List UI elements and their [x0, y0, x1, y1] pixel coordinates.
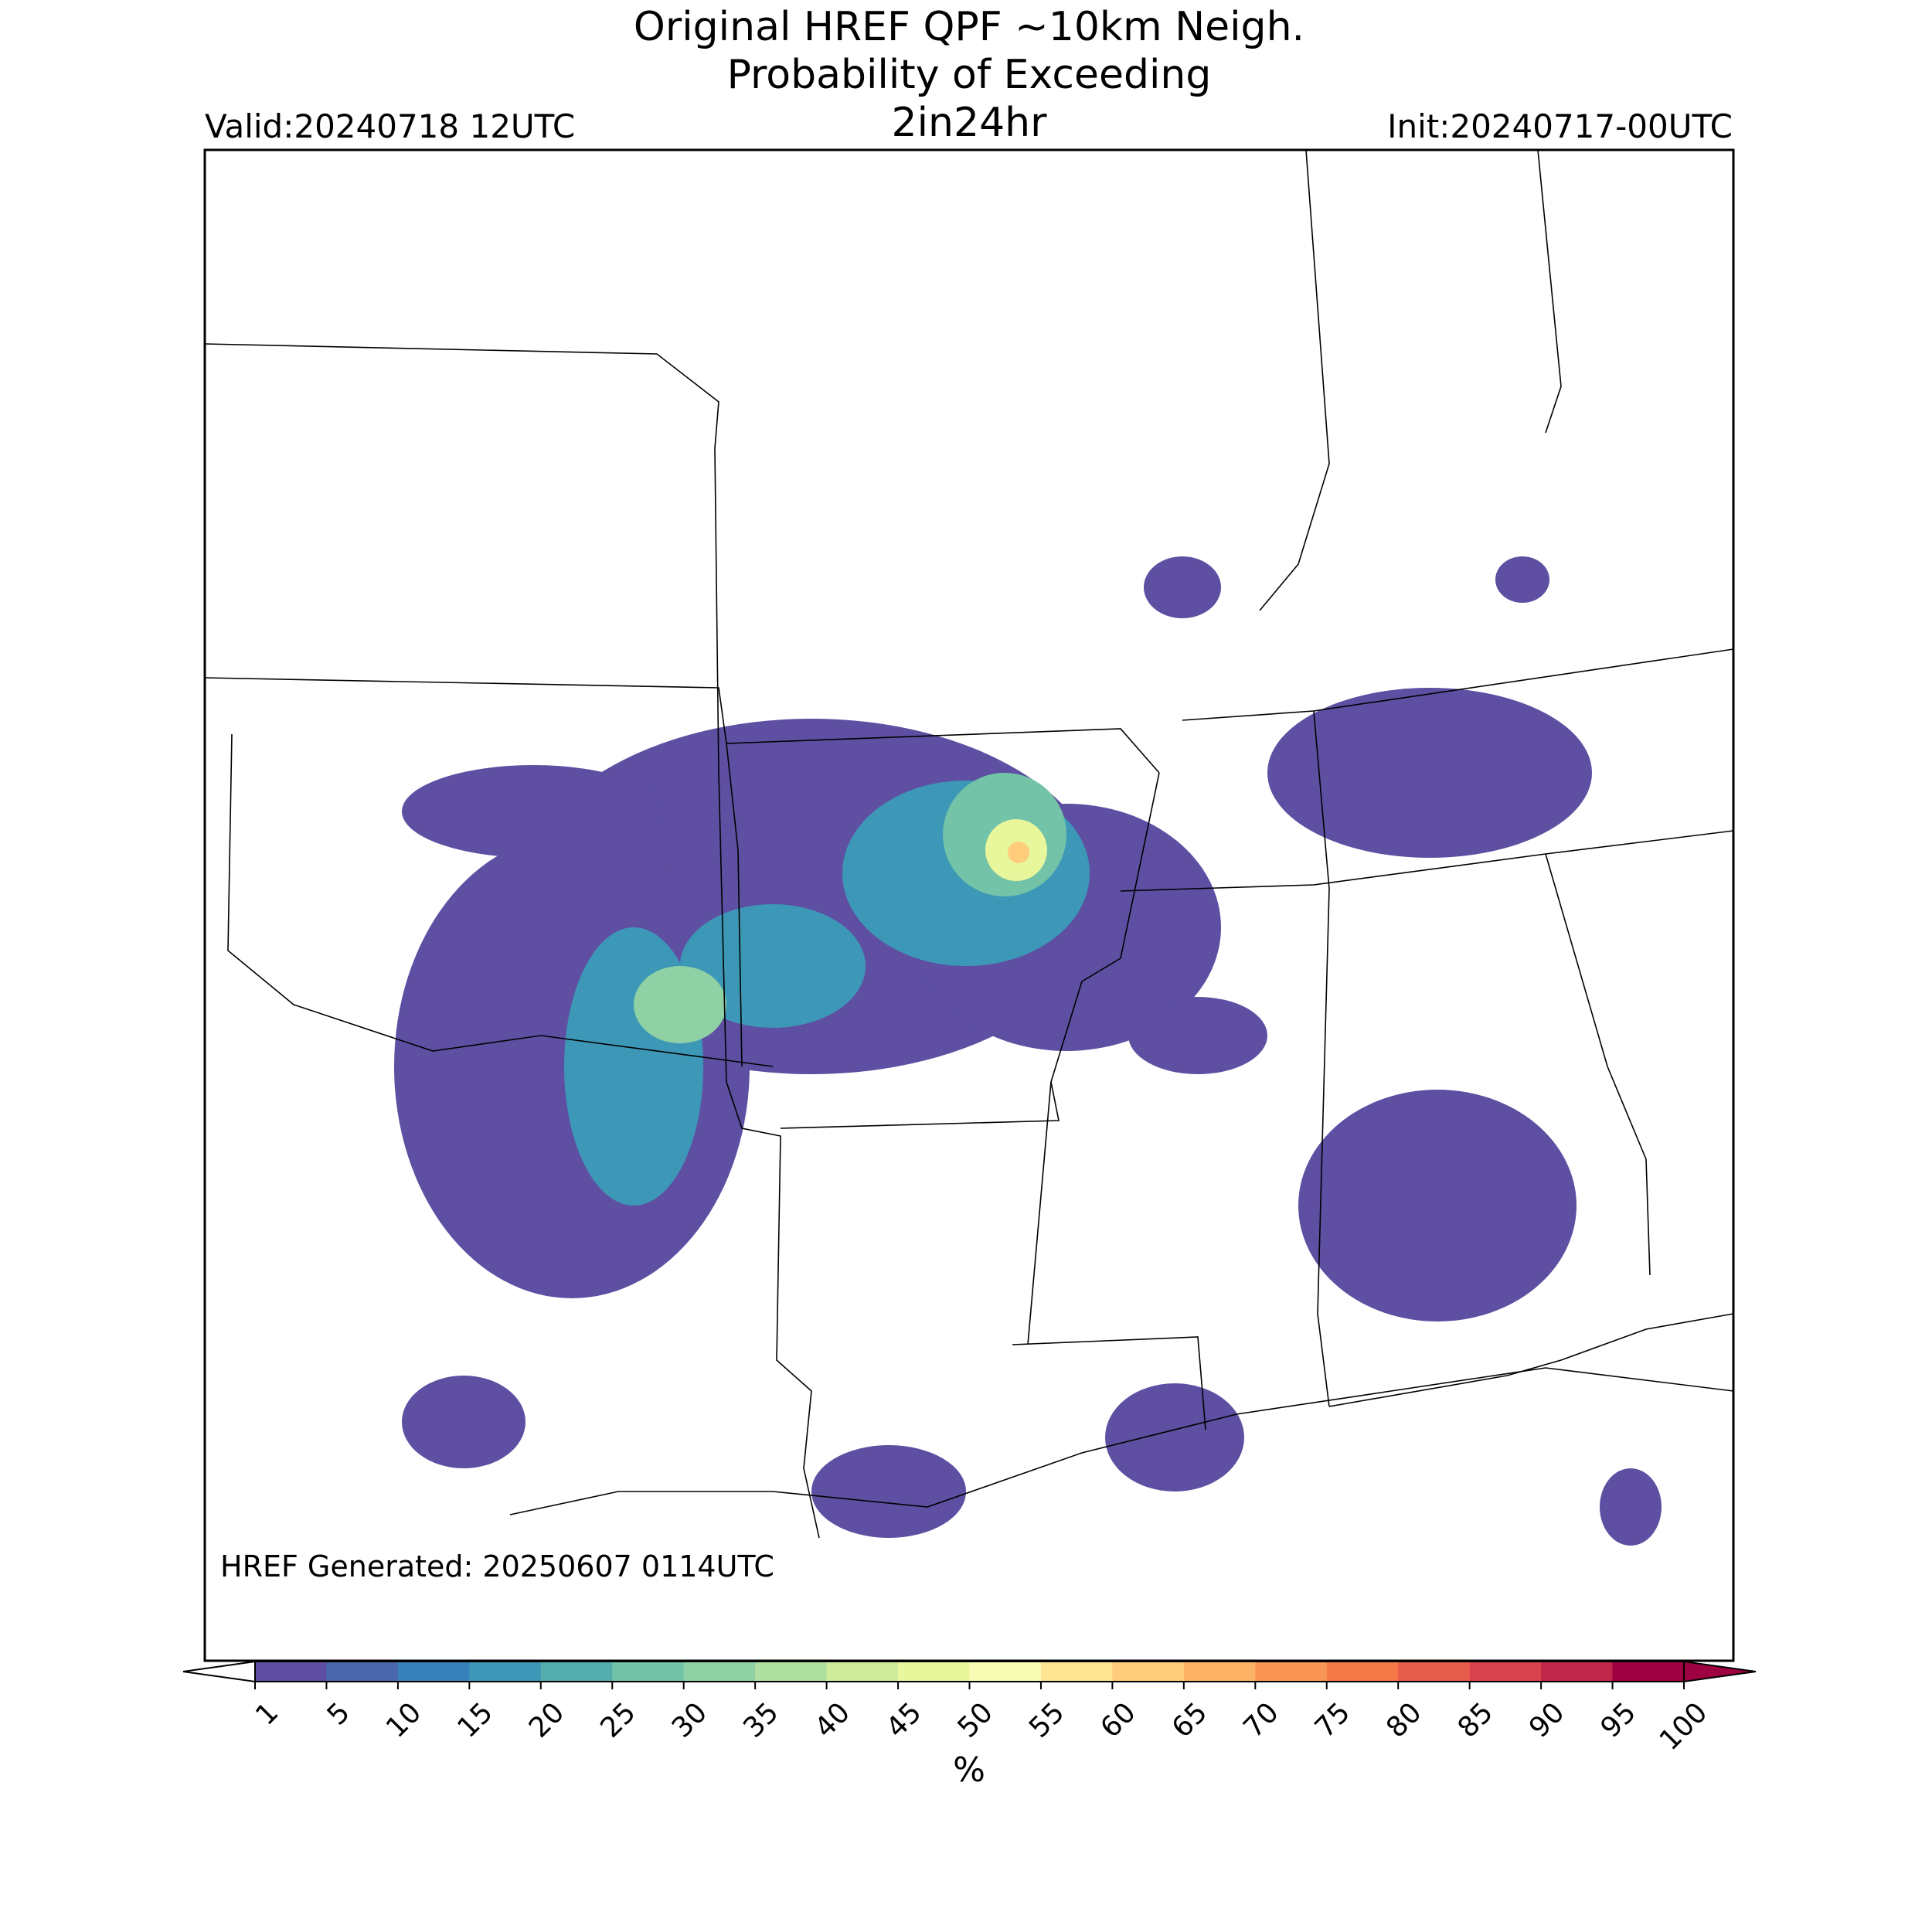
colorbar-segment — [1112, 1662, 1185, 1682]
colorbar-extend-low — [182, 1660, 256, 1683]
colorbar-tick-label: 10 — [380, 1696, 427, 1743]
colorbar-label: % — [953, 1750, 985, 1790]
colorbar-tick-label: 95 — [1595, 1696, 1642, 1743]
valid-time: Valid:20240718 12UTC — [205, 107, 575, 145]
colorbar-segment — [1183, 1662, 1256, 1682]
colorbar-segment — [898, 1662, 970, 1682]
probability-field — [394, 556, 1662, 1546]
generated-note: HREF Generated: 20250607 0114UTC — [220, 1549, 774, 1583]
colorbar-segment — [612, 1662, 685, 1682]
colorbar-tick-label: 45 — [880, 1696, 927, 1743]
colorbar-tick-label: 5 — [321, 1696, 356, 1731]
colorbar-tick-label: 70 — [1237, 1696, 1284, 1743]
colorbar-segment — [1255, 1662, 1328, 1682]
colorbar-tick-label: 100 — [1654, 1696, 1714, 1757]
colorbar-extend-high — [1683, 1660, 1757, 1683]
colorbar-segment — [1326, 1662, 1399, 1682]
colorbar-tick-label: 60 — [1094, 1696, 1141, 1743]
colorbar-tick-label: 35 — [737, 1696, 784, 1743]
colorbar-tick-label: 15 — [451, 1696, 498, 1743]
colorbar-segment — [1612, 1662, 1685, 1682]
colorbar-tick-label: 90 — [1523, 1696, 1570, 1743]
colorbar-tick-label: 40 — [809, 1696, 856, 1743]
colorbar-segment — [255, 1662, 327, 1682]
colorbar-segment — [469, 1662, 542, 1682]
colorbar-tick-label: 50 — [952, 1696, 999, 1743]
colorbar: 1 5 10 15 20 25 30 35 40 45 50 55 60 65 70 75 80 85 90 95 10… — [182, 1660, 1757, 1757]
colorbar-segment — [326, 1662, 399, 1682]
colorbar-segment — [397, 1662, 470, 1682]
title-line: 2in24hr — [892, 100, 1048, 146]
colorbar-segment — [683, 1662, 756, 1682]
colorbar-tick-label: 80 — [1380, 1696, 1427, 1743]
colorbar-tick-label: 55 — [1023, 1696, 1070, 1743]
colorbar-tick-label: 85 — [1452, 1696, 1499, 1743]
colorbar-tick-label: 1 — [250, 1696, 284, 1731]
colorbar-tick-label: 20 — [523, 1696, 570, 1743]
colorbar-segment — [1469, 1662, 1542, 1682]
colorbar-segment — [826, 1662, 899, 1682]
title-line: Probability of Exceeding — [727, 52, 1212, 98]
colorbar-segment — [969, 1662, 1042, 1682]
colorbar-tick-label: 75 — [1309, 1696, 1356, 1743]
colorbar-tick-label: 65 — [1166, 1696, 1213, 1743]
colorbar-segment — [755, 1662, 828, 1682]
colorbar-segment — [1040, 1662, 1113, 1682]
colorbar-segment — [540, 1662, 613, 1682]
state-borders — [204, 149, 1734, 1539]
title-line: Original HREF QPF ~10km Neigh. — [634, 4, 1304, 50]
colorbar-tick-label: 25 — [594, 1696, 641, 1743]
init-time: Init:20240717-00UTC — [1387, 107, 1733, 145]
colorbar-tick-label: 30 — [666, 1696, 713, 1743]
colorbar-segment — [1541, 1662, 1614, 1682]
colorbar-segment — [1398, 1662, 1471, 1682]
